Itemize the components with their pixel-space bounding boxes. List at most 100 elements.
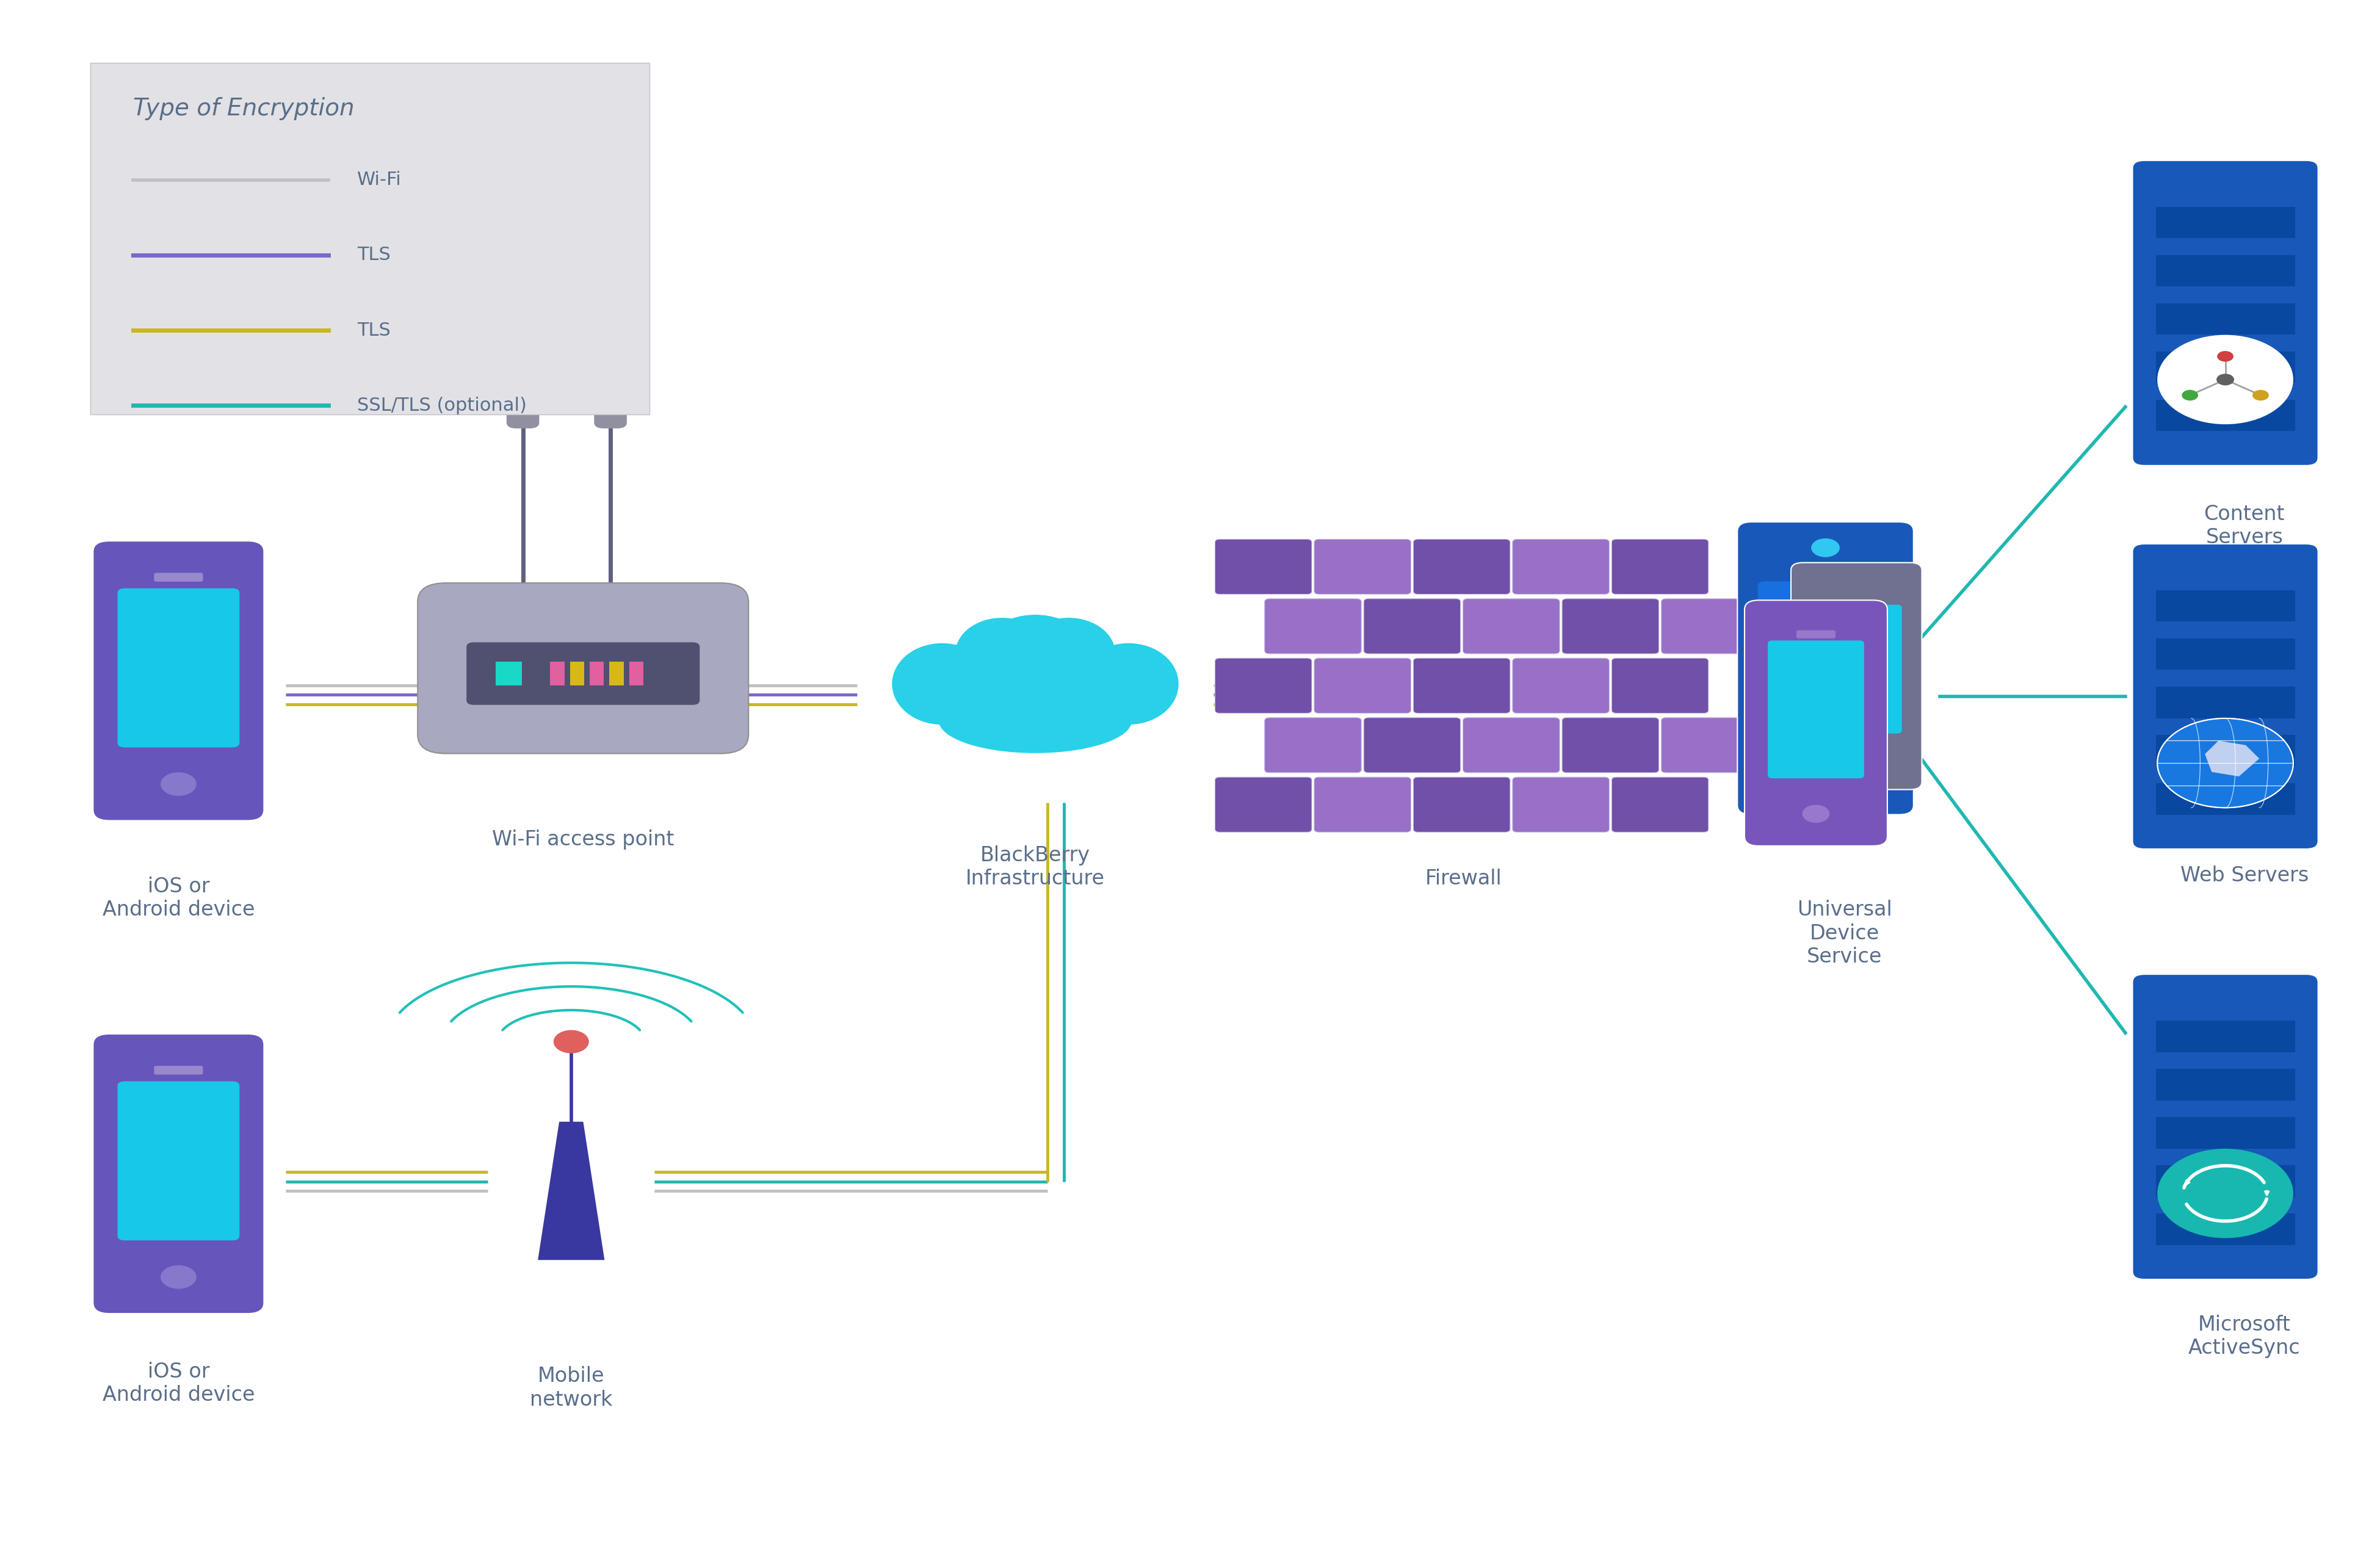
- FancyBboxPatch shape: [1514, 778, 1609, 833]
- Circle shape: [1811, 538, 1840, 557]
- Text: BlackBerry
Infrastructure: BlackBerry Infrastructure: [966, 845, 1104, 889]
- FancyBboxPatch shape: [1811, 604, 1902, 734]
- FancyBboxPatch shape: [1464, 718, 1559, 773]
- FancyBboxPatch shape: [1214, 659, 1311, 714]
- Polygon shape: [538, 1122, 605, 1260]
- FancyBboxPatch shape: [1611, 778, 1709, 833]
- FancyBboxPatch shape: [1364, 718, 1461, 773]
- FancyBboxPatch shape: [2156, 736, 2294, 767]
- FancyBboxPatch shape: [1514, 659, 1609, 714]
- FancyBboxPatch shape: [1314, 778, 1411, 833]
- FancyBboxPatch shape: [90, 63, 650, 415]
- FancyBboxPatch shape: [2132, 545, 2318, 850]
- FancyBboxPatch shape: [419, 584, 747, 754]
- FancyBboxPatch shape: [628, 662, 643, 685]
- FancyBboxPatch shape: [2156, 1069, 2294, 1100]
- FancyBboxPatch shape: [2156, 590, 2294, 621]
- FancyBboxPatch shape: [507, 391, 540, 429]
- FancyBboxPatch shape: [2156, 304, 2294, 335]
- FancyBboxPatch shape: [1414, 540, 1509, 595]
- Circle shape: [1844, 761, 1868, 776]
- FancyBboxPatch shape: [1364, 599, 1461, 654]
- Circle shape: [2182, 390, 2199, 401]
- Ellipse shape: [893, 643, 992, 725]
- FancyBboxPatch shape: [1737, 523, 1914, 814]
- FancyBboxPatch shape: [1561, 718, 1659, 773]
- FancyBboxPatch shape: [495, 662, 521, 685]
- FancyBboxPatch shape: [2156, 784, 2294, 815]
- FancyBboxPatch shape: [155, 573, 202, 582]
- Text: TLS: TLS: [357, 246, 390, 264]
- Text: TLS: TLS: [357, 321, 390, 340]
- FancyBboxPatch shape: [1264, 718, 1361, 773]
- FancyBboxPatch shape: [1792, 563, 1923, 789]
- Ellipse shape: [1078, 643, 1178, 725]
- FancyBboxPatch shape: [117, 588, 240, 748]
- FancyBboxPatch shape: [1661, 718, 1759, 773]
- FancyBboxPatch shape: [1214, 540, 1311, 595]
- FancyBboxPatch shape: [2156, 1166, 2294, 1197]
- FancyBboxPatch shape: [1414, 659, 1509, 714]
- Circle shape: [2251, 390, 2268, 401]
- FancyBboxPatch shape: [1661, 599, 1759, 654]
- Text: iOS or
Android device: iOS or Android device: [102, 1362, 255, 1405]
- FancyBboxPatch shape: [1611, 659, 1709, 714]
- FancyBboxPatch shape: [2156, 255, 2294, 286]
- FancyBboxPatch shape: [1611, 540, 1709, 595]
- Text: Web Servers: Web Servers: [2180, 865, 2309, 886]
- Text: iOS or
Android device: iOS or Android device: [102, 876, 255, 920]
- FancyBboxPatch shape: [93, 1034, 264, 1315]
- FancyBboxPatch shape: [550, 662, 564, 685]
- Text: SSL/TLS (optional): SSL/TLS (optional): [357, 396, 526, 415]
- FancyBboxPatch shape: [2156, 401, 2294, 432]
- FancyBboxPatch shape: [590, 662, 605, 685]
- FancyBboxPatch shape: [1464, 599, 1559, 654]
- FancyBboxPatch shape: [2132, 161, 2318, 466]
- FancyBboxPatch shape: [1264, 599, 1361, 654]
- FancyBboxPatch shape: [569, 662, 583, 685]
- FancyBboxPatch shape: [1766, 753, 1871, 768]
- FancyBboxPatch shape: [1745, 601, 1887, 845]
- FancyBboxPatch shape: [609, 662, 624, 685]
- Circle shape: [2218, 351, 2232, 362]
- Text: Firewall: Firewall: [1426, 869, 1502, 889]
- FancyBboxPatch shape: [2156, 1117, 2294, 1149]
- Text: Content
Servers: Content Servers: [2204, 504, 2285, 548]
- Polygon shape: [2204, 740, 2259, 776]
- Circle shape: [159, 772, 198, 797]
- FancyBboxPatch shape: [1214, 778, 1311, 833]
- FancyBboxPatch shape: [1797, 631, 1835, 639]
- Circle shape: [555, 1030, 588, 1053]
- Ellipse shape: [1021, 618, 1116, 689]
- FancyBboxPatch shape: [2156, 1214, 2294, 1246]
- Text: Microsoft
ActiveSync: Microsoft ActiveSync: [2187, 1315, 2301, 1358]
- Text: Wi-Fi access point: Wi-Fi access point: [493, 829, 674, 850]
- FancyBboxPatch shape: [466, 642, 700, 704]
- FancyBboxPatch shape: [1414, 778, 1509, 833]
- FancyBboxPatch shape: [1314, 659, 1411, 714]
- Circle shape: [2156, 335, 2294, 424]
- FancyBboxPatch shape: [595, 391, 626, 429]
- FancyBboxPatch shape: [2132, 973, 2318, 1280]
- FancyBboxPatch shape: [1759, 582, 1892, 761]
- FancyBboxPatch shape: [117, 1081, 240, 1241]
- FancyBboxPatch shape: [1314, 540, 1411, 595]
- Ellipse shape: [971, 615, 1100, 720]
- FancyBboxPatch shape: [1766, 776, 1871, 792]
- FancyBboxPatch shape: [155, 1066, 202, 1075]
- Ellipse shape: [954, 618, 1050, 689]
- FancyBboxPatch shape: [2156, 639, 2294, 670]
- FancyBboxPatch shape: [1768, 640, 1864, 778]
- FancyBboxPatch shape: [1514, 540, 1609, 595]
- Circle shape: [1802, 804, 1830, 823]
- Circle shape: [2156, 718, 2294, 808]
- Ellipse shape: [938, 689, 1133, 753]
- FancyBboxPatch shape: [1561, 599, 1659, 654]
- Text: Type of Encryption: Type of Encryption: [133, 97, 355, 121]
- FancyBboxPatch shape: [2156, 1020, 2294, 1052]
- FancyBboxPatch shape: [2156, 207, 2294, 238]
- Text: Wi-Fi: Wi-Fi: [357, 171, 402, 189]
- Circle shape: [2156, 1149, 2294, 1238]
- Text: Universal
Device
Service: Universal Device Service: [1797, 900, 1892, 967]
- FancyBboxPatch shape: [2156, 687, 2294, 718]
